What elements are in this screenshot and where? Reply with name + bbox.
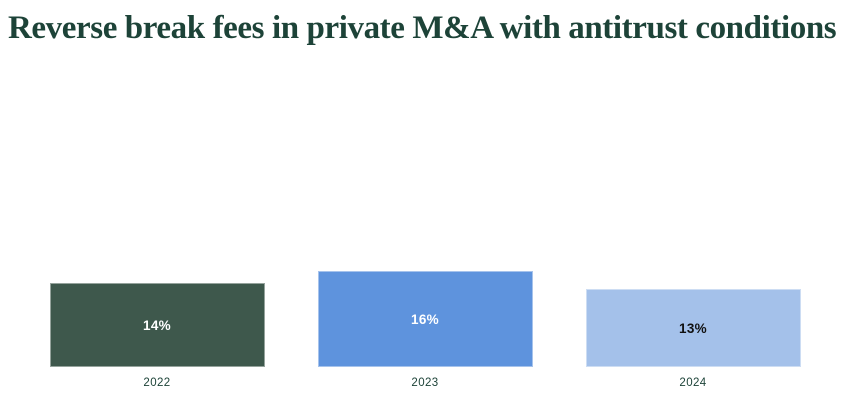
x-axis-label-2024: 2024 [679,377,707,389]
bar-chart-plot-area: 14% 2022 16% 2023 13% 2024 [0,271,850,390]
chart-title: Reverse break fees in private M&A with a… [8,10,837,46]
bar-group-2024: 13% 2024 [585,289,801,390]
bar-value-label-2023: 16% [411,311,439,327]
bar-chart: 14% 2022 16% 2023 13% 2024 [0,271,850,390]
bar-2024: 13% [585,289,801,367]
bar-value-label-2022: 14% [143,317,171,333]
bar-group-2023: 16% 2023 [317,271,533,390]
bar-2022: 14% [49,283,265,367]
bar-2023: 16% [317,271,533,367]
bar-value-label-2024: 13% [679,320,707,336]
bar-group-2022: 14% 2022 [49,283,265,390]
x-axis-label-2022: 2022 [143,377,171,389]
x-axis-label-2023: 2023 [411,377,439,389]
